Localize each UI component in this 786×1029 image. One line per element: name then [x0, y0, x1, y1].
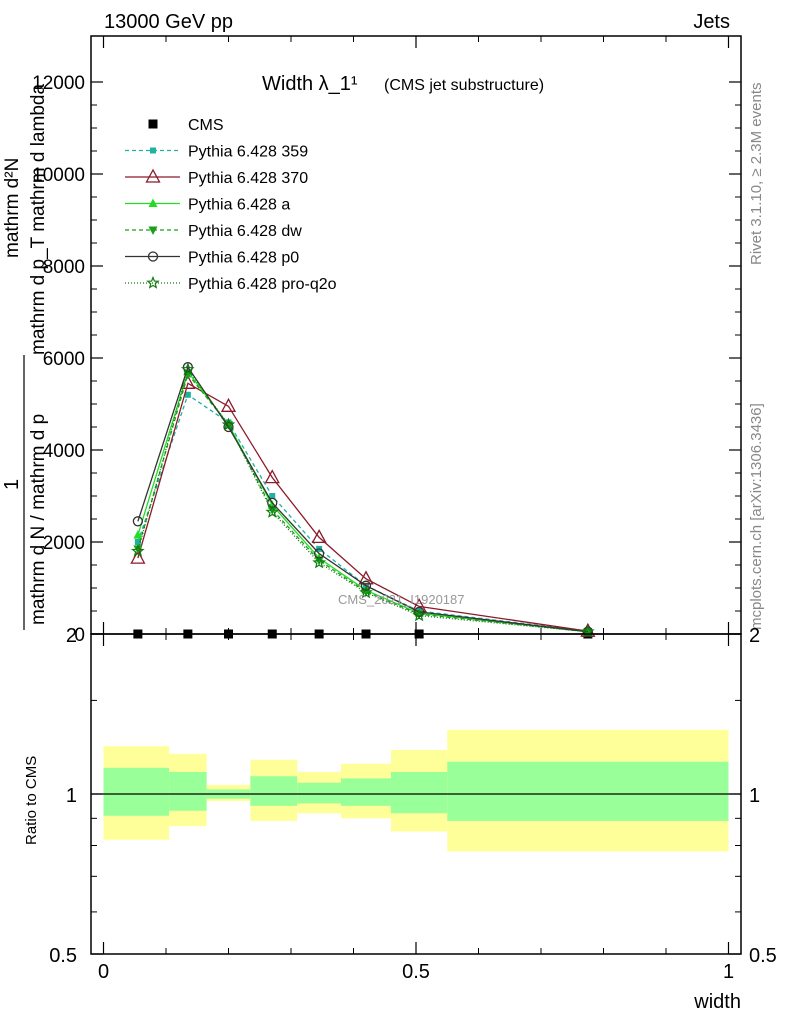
legend-marker — [148, 198, 158, 207]
ratio-ytick-label-right: 1 — [749, 785, 760, 807]
legend-entry-6: Pythia 6.428 pro-q2o — [125, 275, 337, 293]
series-6-point — [221, 417, 236, 431]
legend-entry-1: Pythia 6.428 359 — [125, 144, 308, 161]
main-ytick-label: 12000 — [32, 73, 85, 94]
x-axis-label: width — [693, 991, 741, 1013]
series-4-point — [414, 610, 424, 620]
ratio-ytick-label: 2 — [66, 625, 77, 647]
series-line-3 — [137, 370, 588, 633]
rivet-label: Rivet 3.1.10, ≥ 2.3M events — [748, 83, 765, 266]
series-2-point — [220, 397, 237, 412]
series-4-point — [314, 556, 324, 566]
main-y-axis: 0 2000 4000 6000 8000 10000 12000 — [32, 36, 741, 646]
legend-label: Pythia 6.428 a — [188, 197, 290, 214]
ratio-band-inner-5 — [341, 778, 391, 806]
main-ytick-label: 6000 — [43, 349, 85, 370]
series-5-point — [413, 606, 425, 618]
ratio-band-inner-3 — [250, 776, 298, 806]
series-line-1 — [137, 393, 588, 632]
main-ytick-label: 0 — [74, 625, 85, 646]
main-ylabel-one: 1 — [1, 479, 23, 490]
series-4-point — [267, 506, 277, 515]
legend-marker — [145, 168, 161, 183]
main-ytick-label: 4000 — [43, 441, 85, 462]
series-6-point — [412, 608, 427, 622]
legend-marker — [150, 147, 156, 154]
legend-entry-0: CMS — [148, 117, 224, 134]
series-2-point — [311, 529, 327, 544]
legend-label: CMS — [188, 117, 224, 134]
main-ytick-label: 2000 — [43, 533, 85, 554]
ratio-ytick-label-right: 0.5 — [749, 945, 777, 967]
series-3-point — [133, 530, 143, 539]
ratio-band-inner-7 — [447, 761, 729, 821]
ratio-ytick-label-right: 2 — [749, 625, 760, 647]
series-6-point — [359, 585, 373, 599]
main-subtitle: (CMS jet substructure) — [384, 77, 544, 94]
series-6-point — [265, 504, 280, 518]
ratio-xtick-label: 1 — [723, 961, 734, 983]
legend-label: Pythia 6.428 370 — [188, 170, 308, 187]
legend: CMS Pythia 6.428 359 Pythia 6.428 370 Pythi… — [125, 117, 337, 293]
ratio-ytick-label: 0.5 — [49, 945, 77, 967]
legend-marker — [148, 226, 158, 235]
ratio-band-inner-4 — [297, 782, 341, 804]
series-1-point — [269, 493, 276, 499]
series-6-point — [180, 362, 195, 376]
main-series-group — [130, 362, 596, 639]
mcplots-label: mcplots.cern.ch [arXiv:1306.3436] — [748, 403, 765, 630]
series-1-point — [184, 391, 191, 398]
legend-entry-4: Pythia 6.428 dw — [125, 223, 302, 240]
legend-entry-2: Pythia 6.428 370 — [125, 168, 308, 187]
series-6-point — [312, 555, 327, 569]
header-left-label: 13000 GeV pp — [104, 11, 233, 33]
main-ylabel-denominator-2: mathrm d p_T mathrm d lambda — [28, 84, 49, 355]
legend-marker — [146, 275, 160, 289]
series-5-point — [360, 580, 372, 591]
ratio-xtick-label: 0 — [98, 961, 109, 983]
legend-entry-3: Pythia 6.428 a — [125, 197, 290, 214]
legend-marker — [148, 119, 158, 129]
series-5-point — [132, 516, 144, 527]
ratio-band-inner-6 — [391, 771, 448, 814]
series-2-point — [358, 570, 374, 585]
series-2-point — [130, 549, 146, 564]
legend-label: Pythia 6.428 359 — [188, 144, 308, 161]
main-ytick-label: 8000 — [43, 257, 85, 278]
series-4-point — [133, 545, 143, 554]
ratio-xtick-label: 0.5 — [402, 961, 430, 983]
ratio-ylabel: Ratio to CMS — [23, 756, 40, 845]
series-5-point — [223, 421, 234, 433]
main-ylabel: 1 mathrm d N / mathrm d p mathrm d²N mat… — [1, 84, 49, 630]
series-1-point — [134, 539, 141, 545]
series-6-point — [130, 544, 145, 557]
series-line-5 — [137, 365, 588, 633]
legend-label: Pythia 6.428 p0 — [188, 250, 299, 267]
legend-label: Pythia 6.428 dw — [188, 223, 302, 240]
series-line-4 — [137, 372, 588, 633]
analysis-watermark: CMS_2021_I1920187 — [338, 592, 465, 607]
ratio-bands-group — [91, 729, 741, 852]
legend-entry-5: Pythia 6.428 p0 — [125, 250, 299, 267]
ratio-axis: 0.5 0.51 12 20 0.5 1 — [49, 625, 777, 983]
series-2-point — [264, 469, 280, 484]
main-ylabel-denominator: mathrm d N / mathrm d p — [28, 414, 49, 625]
main-ylabel-numerator: mathrm d²N — [2, 158, 23, 258]
legend-marker — [147, 251, 159, 262]
header-right-label: Jets — [693, 11, 730, 33]
ratio-band-inner-0 — [103, 767, 170, 816]
ratio-band-inner-1 — [169, 771, 207, 811]
main-ytick-label: 10000 — [32, 165, 85, 186]
legend-label: Pythia 6.428 pro-q2o — [188, 276, 337, 293]
series-line-2 — [137, 382, 588, 632]
main-title: Width λ_1¹ — [262, 73, 358, 95]
ratio-ytick-label: 1 — [66, 785, 77, 807]
